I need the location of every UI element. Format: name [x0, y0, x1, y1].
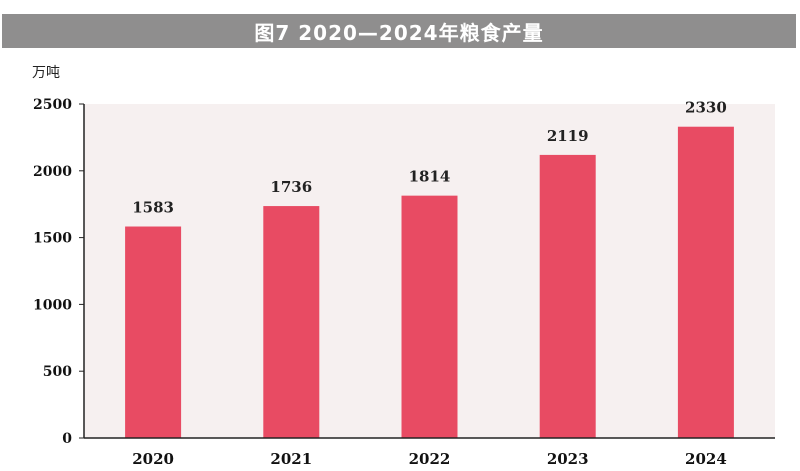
y-axis-unit-label: 万吨 [32, 65, 60, 81]
y-axis-ticks: 0 500 1000 1500 2000 2500 [33, 97, 84, 447]
bar-2024 [677, 126, 734, 438]
data-label-2021: 1736 [270, 178, 312, 196]
y-tick-label: 2000 [33, 164, 72, 180]
data-label-2020: 1583 [132, 199, 174, 217]
bar-2020 [125, 226, 182, 438]
x-axis-ticks: 2020 2021 2022 2023 2024 [132, 450, 727, 468]
y-tick-label: 0 [62, 431, 72, 447]
chart-title: 图7 2020—2024年粮食产量 [2, 14, 796, 48]
y-tick-label: 500 [43, 364, 72, 380]
y-tick-label: 1000 [33, 297, 72, 313]
x-tick-label-2022: 2022 [409, 450, 451, 468]
y-tick-label: 1500 [33, 231, 72, 247]
x-tick-label-2024: 2024 [685, 450, 727, 468]
bar-2022 [401, 195, 458, 438]
x-tick-label-2021: 2021 [270, 450, 312, 468]
data-labels: 1583 1736 1814 2119 2330 [132, 99, 727, 217]
x-tick-label-2023: 2023 [547, 450, 589, 468]
data-label-2023: 2119 [547, 127, 589, 145]
bar-2023 [539, 154, 596, 438]
x-tick-label-2020: 2020 [132, 450, 174, 468]
y-tick-label: 2500 [33, 97, 72, 113]
data-label-2024: 2330 [685, 99, 727, 117]
data-label-2022: 1814 [409, 168, 451, 186]
bars [125, 126, 734, 438]
bar-2021 [263, 206, 320, 438]
